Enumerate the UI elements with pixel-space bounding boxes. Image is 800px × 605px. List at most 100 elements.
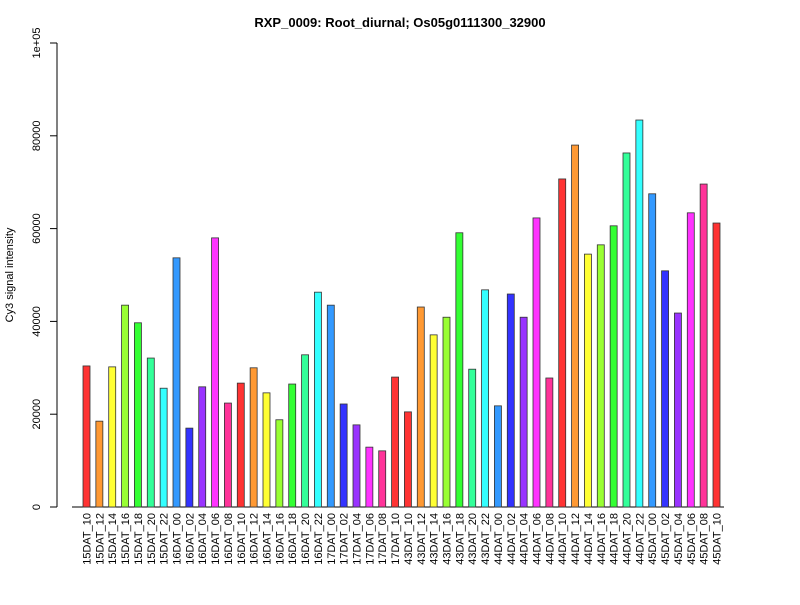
x-tick-label: 15DAT_16 (120, 513, 132, 565)
bar-15DAT_20 (146, 357, 155, 508)
bar-17DAT_02 (339, 403, 348, 508)
x-tick-label: 15DAT_14 (107, 513, 119, 565)
y-tick-label: 80000 (31, 121, 43, 152)
x-tick-label: 16DAT_12 (249, 513, 261, 565)
bar-17DAT_06 (365, 446, 374, 508)
bar-43DAT_14 (429, 334, 438, 508)
bar-16DAT_12 (249, 367, 258, 508)
bar-15DAT_22 (159, 387, 168, 508)
bar-44DAT_06 (532, 217, 541, 508)
x-tick-label: 45DAT_08 (699, 513, 711, 565)
x-tick-label: 16DAT_02 (184, 513, 196, 565)
x-tick-label: 45DAT_02 (660, 513, 672, 565)
bar-45DAT_04 (674, 312, 682, 508)
x-tick-label: 17DAT_06 (364, 513, 376, 565)
bar-45DAT_02 (661, 270, 669, 508)
bar-16DAT_06 (211, 237, 219, 508)
bar-16DAT_20 (301, 354, 309, 508)
x-tick-label: 16DAT_00 (172, 513, 184, 565)
x-tick-label: 44DAT_18 (609, 513, 621, 565)
bar-44DAT_08 (545, 377, 554, 508)
x-tick-label: 44DAT_16 (596, 513, 608, 565)
bar-44DAT_22 (635, 119, 644, 508)
x-tick-label: 45DAT_00 (647, 513, 659, 565)
x-tick-label: 45DAT_06 (686, 513, 698, 565)
bar-16DAT_02 (185, 427, 194, 508)
bar-44DAT_10 (558, 178, 567, 508)
bar-43DAT_20 (468, 368, 477, 508)
bar-16DAT_22 (314, 291, 322, 508)
x-tick-label: 43DAT_18 (454, 513, 466, 565)
bar-44DAT_20 (622, 152, 631, 508)
bar-17DAT_04 (352, 424, 361, 508)
x-tick-label: 15DAT_22 (159, 513, 171, 565)
x-tick-label: 44DAT_10 (557, 513, 569, 565)
x-tick-label: 43DAT_20 (467, 513, 479, 565)
x-tick-label: 44DAT_14 (583, 513, 595, 565)
bar-15DAT_14 (108, 366, 117, 508)
x-tick-label: 16DAT_22 (313, 513, 325, 565)
bar-16DAT_04 (198, 386, 207, 508)
y-tick-label: 1e+05 (31, 28, 43, 59)
x-tick-label: 43DAT_10 (403, 513, 415, 565)
bar-16DAT_08 (224, 402, 232, 508)
x-tick-label: 43DAT_22 (480, 513, 492, 565)
x-tick-label: 16DAT_18 (287, 513, 299, 565)
x-tick-label: 44DAT_22 (634, 513, 646, 565)
x-tick-label: 17DAT_02 (339, 513, 351, 565)
x-tick-label: 17DAT_08 (377, 513, 389, 565)
x-tick-label: 43DAT_16 (442, 513, 454, 565)
x-tick-label: 44DAT_12 (570, 513, 582, 565)
bar-15DAT_16 (121, 304, 129, 508)
x-tick-label: 45DAT_04 (673, 513, 685, 565)
bar-45DAT_00 (648, 193, 657, 508)
bar-17DAT_00 (326, 304, 335, 508)
y-tick-label: 20000 (31, 399, 43, 430)
bar-16DAT_10 (236, 382, 245, 508)
bar-45DAT_08 (699, 183, 708, 508)
x-tick-label: 44DAT_04 (519, 513, 531, 565)
bar-15DAT_18 (134, 322, 142, 508)
x-tick-label: 16DAT_20 (300, 513, 312, 565)
x-tick-label: 44DAT_00 (493, 513, 505, 565)
bar-44DAT_16 (596, 244, 605, 508)
bar-43DAT_16 (442, 316, 451, 508)
x-tick-label: 44DAT_02 (506, 513, 518, 565)
x-tick-label: 16DAT_16 (274, 513, 286, 565)
x-tick-label: 15DAT_18 (133, 513, 145, 565)
x-tick-label: 16DAT_06 (210, 513, 222, 565)
x-tick-label: 15DAT_20 (146, 513, 158, 565)
bar-45DAT_10 (712, 222, 721, 508)
bar-16DAT_14 (262, 392, 271, 508)
y-axis-label: Cy3 signal intensity (4, 227, 16, 322)
x-tick-label: 15DAT_10 (82, 513, 94, 565)
bar-17DAT_10 (391, 376, 399, 508)
x-tick-label: 16DAT_04 (197, 513, 209, 565)
bar-15DAT_10 (82, 365, 91, 508)
x-tick-label: 16DAT_10 (236, 513, 248, 565)
bar-15DAT_12 (95, 420, 104, 508)
x-tick-label: 44DAT_08 (544, 513, 556, 565)
bar-44DAT_12 (571, 144, 579, 508)
x-tick-label: 45DAT_10 (712, 513, 724, 565)
bar-44DAT_18 (609, 225, 618, 508)
x-tick-label: 17DAT_10 (390, 513, 402, 565)
bar-44DAT_00 (494, 405, 502, 508)
bar-16DAT_18 (288, 383, 297, 508)
bar-16DAT_16 (275, 419, 284, 508)
x-tick-label: 16DAT_08 (223, 513, 235, 565)
bar-43DAT_18 (455, 232, 464, 508)
bar-16DAT_00 (172, 257, 181, 508)
bar-17DAT_08 (378, 450, 387, 508)
x-tick-label: 15DAT_12 (94, 513, 106, 565)
x-tick-label: 44DAT_20 (622, 513, 634, 565)
x-tick-label: 16DAT_14 (262, 513, 274, 565)
x-tick-label: 43DAT_14 (429, 513, 441, 565)
x-tick-label: 17DAT_04 (352, 513, 364, 565)
y-tick-label: 40000 (31, 306, 43, 337)
bar-43DAT_12 (416, 306, 425, 508)
x-tick-label: 44DAT_06 (532, 513, 544, 565)
bar-44DAT_14 (584, 253, 592, 508)
bar-43DAT_22 (481, 289, 489, 508)
